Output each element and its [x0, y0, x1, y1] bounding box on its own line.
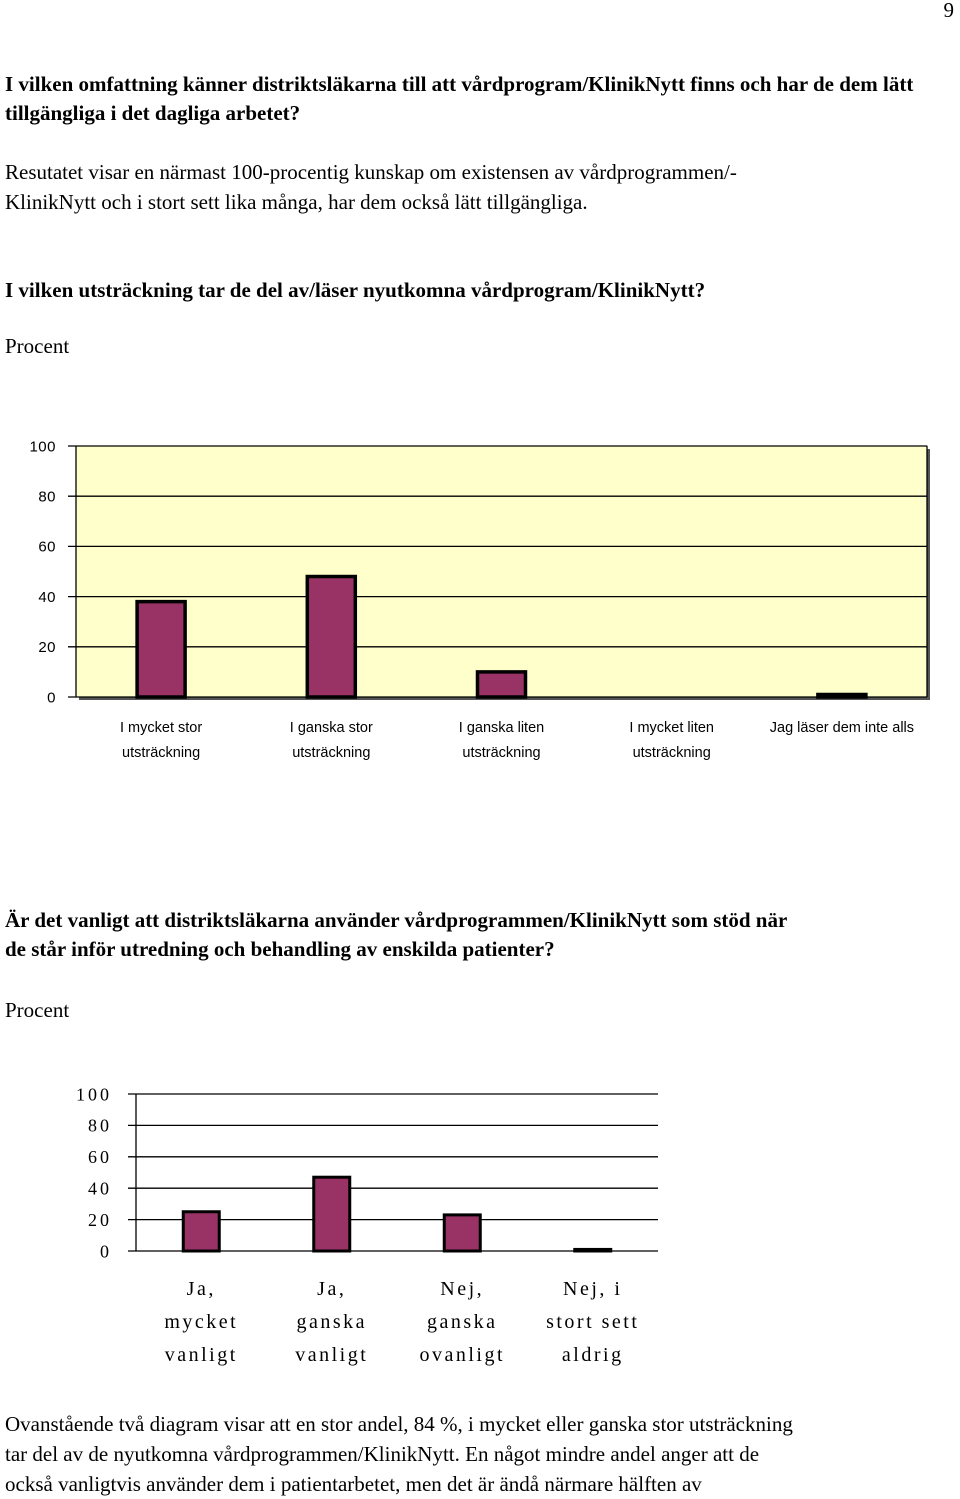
chart1-y-tick-label: 100 [29, 438, 56, 455]
summary-paragraph-line: tar del av de nyutkomna vårdprogrammen/K… [5, 1442, 760, 1466]
chart2-bar [181, 1210, 221, 1253]
chart2-category-label: ovanligt [419, 1344, 505, 1366]
chart2-y-tick-label: 80 [88, 1116, 112, 1136]
summary-paragraph-line: också vanligtvis använder dem i patienta… [5, 1472, 702, 1496]
summary-paragraph-line: Ovanstående två diagram visar att en sto… [5, 1412, 793, 1436]
chart2-bar [312, 1175, 352, 1253]
chart1-plot-area [75, 445, 928, 698]
summary-paragraph: Ovanstående två diagram visar att en sto… [5, 1409, 945, 1499]
result-paragraph-line: KlinikNytt och i stort sett lika många, … [5, 190, 588, 214]
question-usage-line: Är det vanligt att distriktsläkarna anvä… [5, 908, 788, 932]
chart2-bar [442, 1213, 482, 1253]
chart1-y-tick-label: 60 [38, 539, 56, 556]
chart2-category-label: Ja, [187, 1278, 216, 1300]
chart-reading-extent: 100 80 60 40 20 0 I mycket stor utsträckning I g… [29, 438, 930, 761]
chart2-y-tick-label: 20 [88, 1210, 112, 1230]
chart1-category-label: utsträckning [633, 745, 711, 761]
chart1-y-tick-label: 80 [38, 488, 56, 505]
chart1-bar [135, 599, 187, 699]
chart2-y-tick-label: 60 [88, 1147, 112, 1167]
chart1-bar [475, 670, 528, 699]
chart1-y-tick-label: 40 [38, 589, 56, 606]
chart1-category-label: Jag läser dem inte alls [770, 720, 914, 736]
chart2-category-label: Ja, [317, 1278, 346, 1300]
question-awareness: I vilken omfattning känner distriktsläka… [5, 72, 914, 125]
chart2-category-label: Nej, [440, 1278, 484, 1300]
chart1-y-tick-label: 20 [38, 639, 56, 656]
chart2-bar [573, 1247, 613, 1253]
chart1-category-label: utsträckning [292, 745, 370, 761]
chart-usage-frequency: 100 80 60 40 20 0 Ja, mycket vanligt Ja, ganska van… [76, 1084, 658, 1366]
chart1-bar [305, 574, 358, 699]
chart1-y-tick-label: 0 [47, 689, 56, 706]
chart2-category-label: aldrig [562, 1344, 624, 1366]
question-usage-line: de står inför utredning och behandling a… [5, 937, 555, 961]
chart1-category-label: I ganska stor [290, 720, 373, 736]
chart1-category-label: utsträckning [462, 745, 540, 761]
chart1-unit-label: Procent [5, 334, 70, 358]
chart2-category-label: Nej, i [563, 1278, 622, 1300]
chart2-unit-label: Procent [5, 998, 70, 1022]
question-reading-extent: I vilken utsträckning tar de del av/läse… [5, 278, 706, 302]
chart1-bar [816, 692, 868, 699]
chart1-category-label: I mycket stor [120, 720, 202, 736]
chart2-plot-area [136, 1094, 658, 1251]
result-paragraph-line: Resutatet visar en närmast 100-procentig… [5, 160, 737, 184]
result-paragraph: Resutatet visar en närmast 100-procentig… [5, 157, 945, 217]
chart1-category-label: utsträckning [122, 745, 200, 761]
chart2-y-tick-label: 100 [76, 1084, 112, 1104]
chart2-y-tick-label: 0 [100, 1241, 112, 1261]
chart2-category-label: ganska [296, 1311, 367, 1333]
chart2-category-label: stort sett [546, 1311, 639, 1333]
chart2-category-label: mycket [164, 1311, 238, 1333]
chart1-category-label: I mycket liten [629, 720, 714, 736]
chart2-y-tick-label: 40 [88, 1179, 112, 1199]
page-number: 9 [943, 0, 955, 22]
chart1-category-label: I ganska liten [459, 720, 544, 736]
chart2-category-label: vanligt [295, 1344, 368, 1366]
chart2-category-label: vanligt [165, 1344, 238, 1366]
chart2-category-label: ganska [427, 1311, 498, 1333]
question-usage: Är det vanligt att distriktsläkarna anvä… [5, 906, 945, 964]
